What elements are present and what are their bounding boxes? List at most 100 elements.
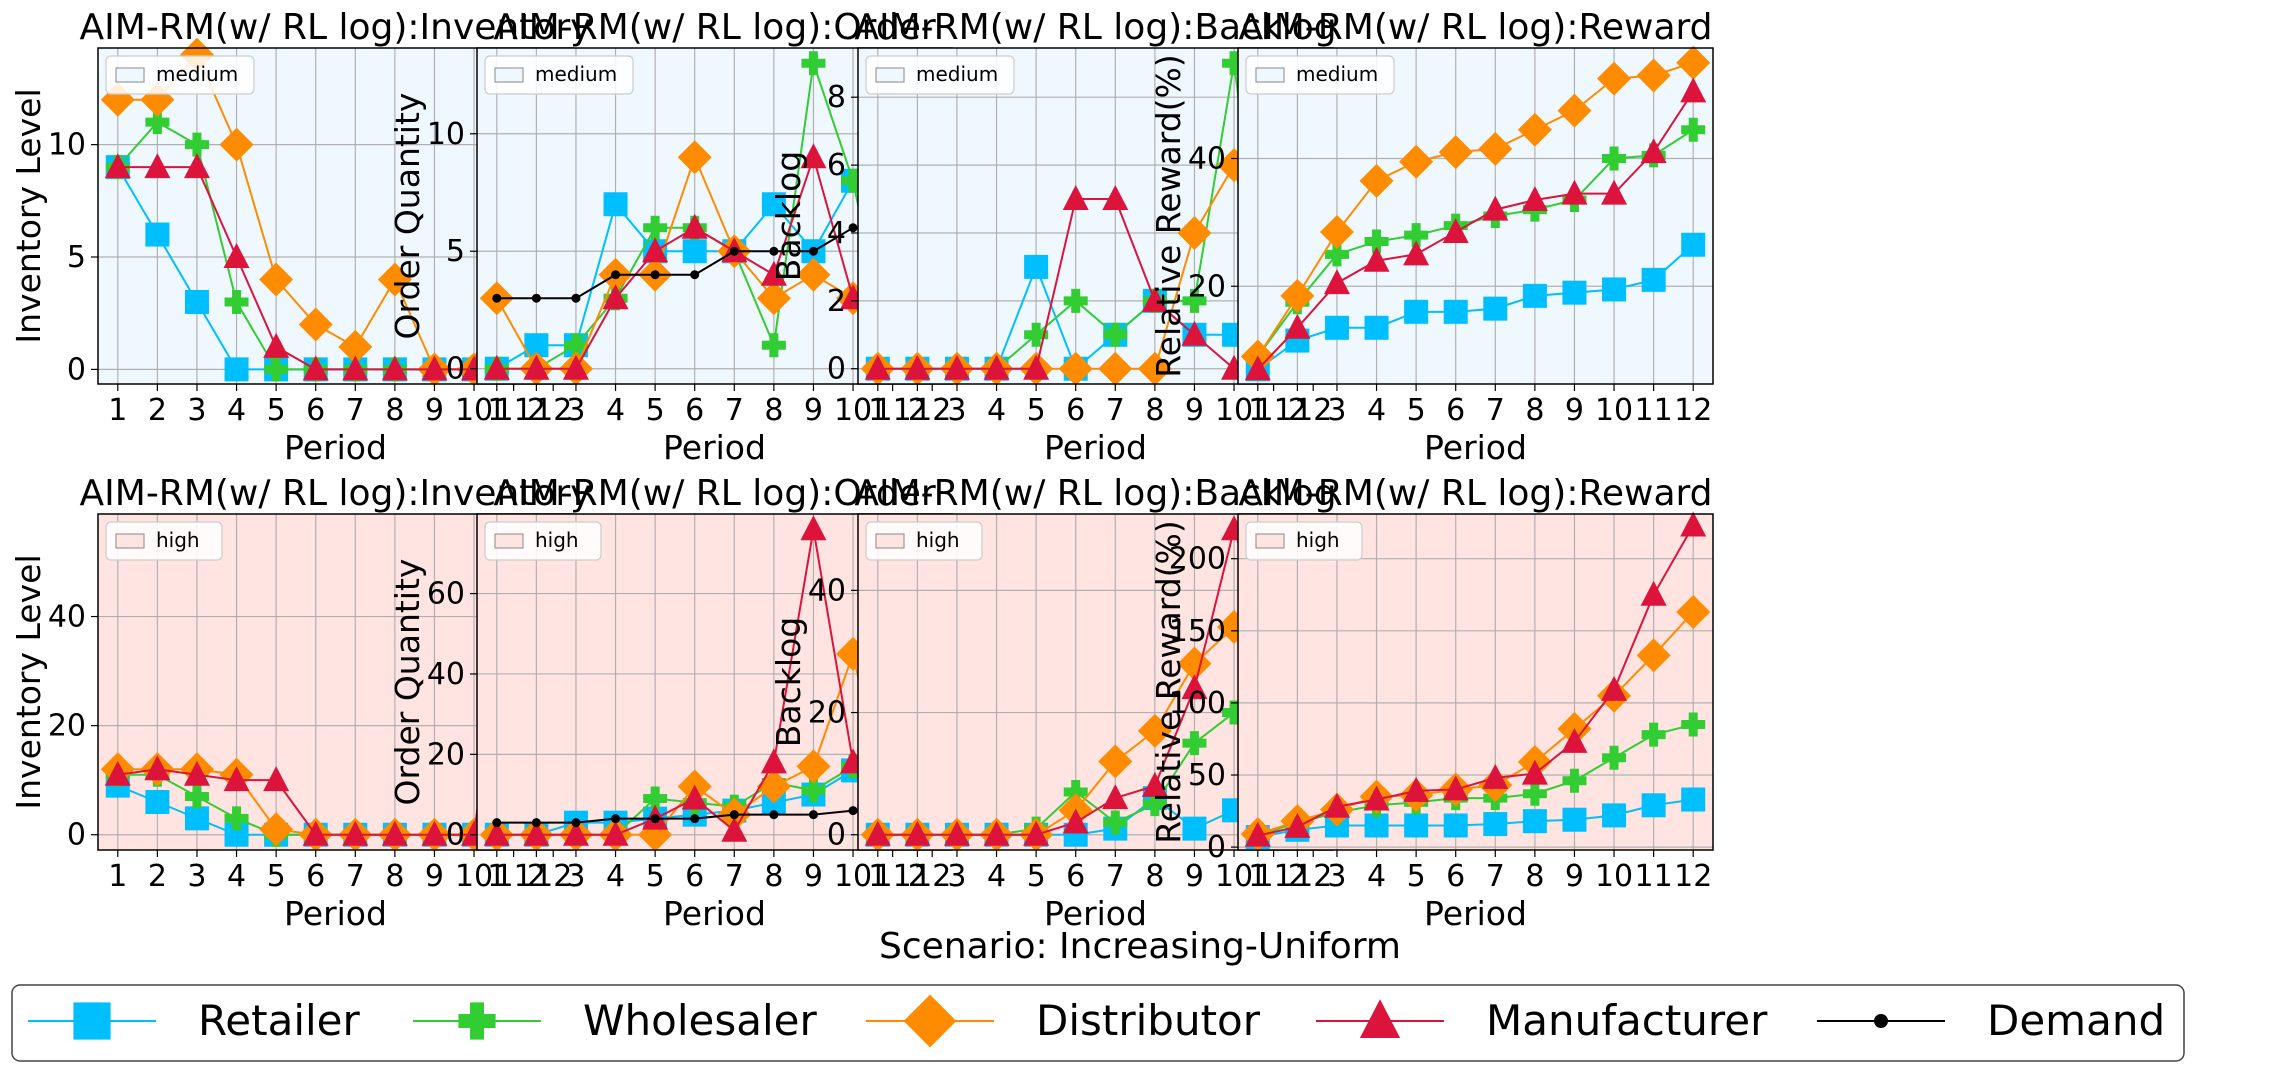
x-tick-label: 7 [1106, 859, 1125, 894]
y-tick-label: 40 [48, 600, 86, 635]
data-point-demand [1874, 1014, 1888, 1028]
y-tick-label: 60 [427, 577, 465, 612]
legend-frame [1245, 55, 1395, 95]
data-point-manufacturer [1323, 269, 1350, 295]
legend-item-wholesaler: Wholesaler [413, 996, 817, 1045]
data-point-manufacturer [1442, 217, 1469, 243]
data-point-manufacturer [1640, 580, 1667, 606]
data-point-wholesaler [184, 784, 209, 809]
legend-label: medium [916, 62, 998, 86]
x-axis-label: Period [284, 428, 387, 467]
data-point-manufacturer [263, 766, 290, 792]
figure-legend: Retailer Wholesaler Distributor Manufacture… [11, 984, 2185, 1062]
y-tick-label: 8 [827, 80, 846, 115]
x-tick-label: 1 [1248, 393, 1267, 428]
y-tick-label: 0 [1207, 830, 1226, 865]
x-tick-label: 7 [725, 393, 744, 428]
data-point-wholesaler [1024, 322, 1049, 347]
x-tick-label: 10 [1215, 393, 1253, 428]
data-point-manufacturer [1181, 320, 1208, 346]
data-point-manufacturer [1403, 240, 1430, 266]
x-tick-label: 8 [764, 859, 783, 894]
x-tick-label: 1 [108, 393, 127, 428]
data-point-distributor [259, 262, 294, 297]
x-tick-label: 3 [947, 393, 966, 428]
x-axis-label: Period [663, 894, 766, 933]
data-point-manufacturer [1323, 792, 1350, 818]
x-tick-label: 12 [1674, 393, 1712, 428]
x-tick-label: 5 [267, 393, 286, 428]
x-tick-label: 4 [987, 859, 1006, 894]
x-tick-label: 2 [527, 393, 546, 428]
data-point-demand [808, 246, 818, 256]
x-tick-label: 11 [1255, 393, 1293, 428]
legend-label: Demand [1987, 996, 2165, 1045]
data-point-manufacturer [523, 820, 550, 846]
x-tick-label: 7 [346, 393, 365, 428]
data-point-retailer [145, 222, 170, 247]
x-tick-label: 12 [913, 393, 951, 428]
data-point-retailer [1404, 813, 1429, 838]
data-point-manufacturer [1141, 286, 1168, 312]
y-tick-label: 20 [48, 709, 86, 744]
x-tick-label: 12 [534, 859, 572, 894]
legend-frame [865, 55, 1015, 95]
y-tick-label: 6 [827, 148, 846, 183]
y-tick-label: 0 [446, 352, 465, 387]
data-point-distributor [1438, 135, 1473, 170]
data-point-distributor [796, 257, 831, 292]
legend-frame [105, 521, 223, 561]
data-point-manufacturer [144, 153, 171, 179]
legend-label: medium [156, 62, 238, 86]
subplot-title: AIM-RM(w/ RL log):Reward [1238, 473, 1712, 514]
x-tick-label: 1 [1248, 859, 1267, 894]
y-tick-label: 150 [1169, 614, 1226, 649]
data-point-wholesaler [841, 168, 866, 193]
legend-frame [484, 55, 634, 95]
data-point-distributor [298, 307, 333, 342]
data-point-retailer [184, 289, 209, 314]
data-point-retailer [1404, 299, 1429, 324]
data-point-retailer [1522, 809, 1547, 834]
x-tick-label: 8 [385, 393, 404, 428]
data-point-wholesaler [801, 778, 826, 803]
data-point-distributor [1676, 595, 1711, 630]
x-tick-label: 11 [874, 393, 912, 428]
data-point-manufacturer [864, 820, 891, 846]
subplot-title: AIM-RM(w/ RL log):Order [493, 473, 936, 514]
data-point-manufacturer [1102, 784, 1129, 810]
data-point-retailer [224, 357, 249, 382]
legend-swatch [494, 67, 524, 83]
x-tick-label: 12 [913, 859, 951, 894]
data-point-retailer [1443, 299, 1468, 324]
y-tick-label: 40 [427, 657, 465, 692]
data-point-manufacturer [562, 354, 589, 380]
x-tick-label: 3 [947, 859, 966, 894]
data-point-manufacturer [302, 820, 329, 846]
x-tick-label: 2 [148, 393, 167, 428]
data-point-manufacturer [602, 820, 629, 846]
data-point-wholesaler [264, 357, 289, 382]
data-point-manufacturer [602, 284, 629, 310]
y-tick-label: 40 [808, 573, 846, 608]
data-point-manufacturer [1244, 821, 1271, 847]
x-tick-label: 7 [1486, 393, 1505, 428]
x-tick-label: 4 [987, 393, 1006, 428]
data-point-manufacturer [1284, 812, 1311, 838]
data-point-demand [848, 806, 858, 816]
data-point-retailer [1681, 787, 1706, 812]
data-point-manufacturer [104, 153, 131, 179]
data-point-demand [650, 270, 660, 280]
figure-suptitle: Scenario: Increasing-Uniform [879, 926, 1401, 967]
x-tick-label: 7 [346, 859, 365, 894]
data-point-distributor [756, 281, 791, 316]
data-point-distributor [1517, 112, 1552, 147]
x-tick-label: 5 [267, 859, 286, 894]
y-tick-label: 2 [827, 284, 846, 319]
data-point-retailer [682, 239, 707, 264]
y-axis-label: Order Quantity [388, 93, 427, 340]
x-tick-label: 11 [874, 859, 912, 894]
